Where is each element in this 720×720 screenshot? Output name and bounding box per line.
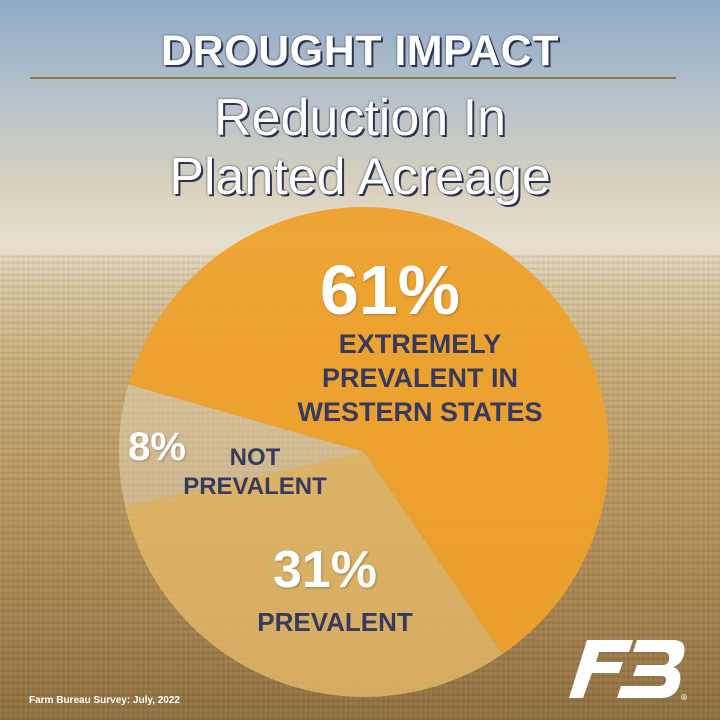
pie-slice-8 bbox=[118, 384, 364, 507]
slice-8-label-line-1: NOT bbox=[229, 444, 281, 471]
slice-8-percent: 8% bbox=[128, 425, 186, 469]
pie-slice-31 bbox=[125, 452, 503, 697]
slice-31-label-line-1: PREVALENT bbox=[257, 607, 413, 637]
source-note: Farm Bureau Survey: July, 2022 bbox=[29, 695, 180, 706]
slice-61-label-line-2: PREVALENT IN bbox=[321, 363, 518, 393]
subtitle-line-1: Reduction In bbox=[214, 89, 506, 147]
slice-61-label-line-3: WESTERN STATES bbox=[297, 397, 543, 427]
slice-61-label-line-1: EXTREMELY bbox=[338, 329, 502, 359]
slice-8-label: NOT PREVALENT bbox=[170, 443, 340, 501]
slice-61-percent: 61% bbox=[319, 251, 461, 329]
slice-8-label-line-2: PREVALENT bbox=[183, 473, 327, 500]
title-divider bbox=[30, 77, 676, 79]
pie-slice-61 bbox=[128, 207, 609, 655]
slice-31-percent: 31% bbox=[272, 541, 378, 599]
slice-61-label: EXTREMELY PREVALENT IN WESTERN STATES bbox=[290, 327, 550, 429]
headline-title: DROUGHT IMPACT bbox=[161, 27, 559, 75]
slice-31-label: PREVALENT bbox=[250, 605, 420, 639]
subtitle-line-2: Planted Acreage bbox=[169, 148, 551, 206]
farm-bureau-logo: FB ® bbox=[569, 640, 688, 702]
registered-mark: ® bbox=[680, 693, 688, 702]
